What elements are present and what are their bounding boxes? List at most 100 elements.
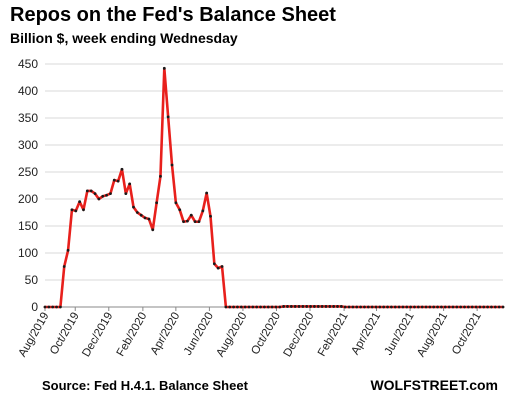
data-point: [55, 305, 58, 309]
data-point: [393, 305, 397, 309]
x-tick-label: Apr/2021: [349, 311, 383, 357]
data-point: [189, 213, 193, 217]
data-point: [197, 220, 201, 224]
data-point: [262, 305, 266, 309]
data-point: [351, 305, 355, 309]
data-point: [89, 189, 93, 193]
y-tick-label: 450: [18, 57, 38, 71]
data-point: [170, 163, 174, 167]
data-point: [355, 305, 359, 309]
data-point: [493, 305, 497, 309]
data-point: [151, 228, 155, 232]
data-point: [243, 305, 247, 309]
data-point: [316, 305, 320, 308]
data-point: [193, 220, 197, 224]
data-point: [205, 191, 209, 195]
data-point: [201, 209, 205, 213]
data-point: [255, 305, 259, 309]
data-point: [397, 305, 401, 309]
y-tick-label: 0: [31, 300, 38, 314]
y-tick-label: 350: [18, 111, 38, 125]
data-point: [378, 305, 382, 309]
data-point: [82, 208, 85, 212]
data-point: [78, 200, 82, 204]
data-point: [266, 305, 270, 309]
data-point: [443, 305, 447, 309]
brand-logo-text: WOLFSTREET.com: [370, 377, 498, 393]
data-point: [247, 305, 251, 309]
data-point: [147, 217, 151, 221]
x-tick-label: Aug/2019: [17, 311, 52, 360]
data-point: [162, 66, 166, 70]
data-point: [270, 305, 274, 309]
data-point: [216, 266, 220, 270]
data-point: [220, 265, 224, 268]
source-note: Source: Fed H.4.1. Balance Sheet: [42, 378, 248, 393]
data-point: [286, 305, 289, 308]
data-point: [155, 201, 159, 205]
data-point: [232, 305, 235, 309]
data-point: [424, 305, 428, 309]
data-point: [405, 305, 409, 309]
data-point: [259, 305, 262, 309]
data-point: [159, 174, 162, 178]
data-point: [309, 305, 312, 308]
x-tick-label: Oct/2020: [249, 311, 283, 357]
data-point: [474, 305, 478, 309]
data-point: [109, 192, 112, 196]
data-point: [274, 305, 278, 309]
data-point: [135, 211, 139, 214]
data-point: [93, 192, 97, 196]
x-tick-label: Feb/2020: [115, 311, 150, 359]
data-point: [382, 305, 386, 309]
data-point: [224, 305, 228, 309]
data-point: [370, 305, 374, 309]
data-point: [497, 305, 501, 309]
data-point: [66, 248, 70, 252]
data-point: [305, 305, 309, 308]
y-tick-label: 200: [18, 192, 38, 206]
data-point: [289, 305, 293, 308]
y-tick-label: 250: [18, 165, 38, 179]
data-point: [428, 305, 432, 309]
data-point: [455, 305, 459, 309]
x-tick-label: Jun/2020: [182, 311, 216, 358]
data-point: [301, 305, 305, 308]
x-tick-label: Jun/2021: [383, 311, 417, 358]
x-tick-label: Aug/2020: [215, 311, 250, 360]
data-point: [124, 192, 128, 196]
y-tick-label: 50: [25, 273, 39, 287]
data-point: [128, 182, 132, 186]
data-point: [209, 214, 212, 218]
data-point: [501, 305, 505, 309]
data-point: [212, 262, 216, 266]
data-point: [432, 305, 436, 309]
data-point: [359, 305, 362, 309]
data-point: [174, 201, 178, 205]
data-point: [386, 305, 389, 309]
data-point: [116, 179, 120, 183]
data-point: [58, 305, 62, 309]
x-tick-label: Dec/2019: [80, 311, 115, 360]
data-point: [320, 305, 324, 308]
data-point: [363, 305, 366, 309]
data-point: [74, 209, 78, 213]
data-point: [178, 208, 182, 212]
series-line-repos: [43, 67, 505, 309]
data-point: [239, 305, 243, 309]
x-tick-label: Feb/2021: [316, 311, 351, 359]
data-point: [278, 305, 282, 309]
data-point: [182, 220, 185, 224]
data-point: [401, 305, 405, 309]
data-point: [62, 265, 66, 268]
data-point: [132, 205, 135, 209]
data-point: [112, 178, 116, 182]
x-tick-label: Dec/2020: [282, 311, 317, 360]
data-point: [447, 305, 451, 309]
x-tick-label: Oct/2019: [48, 311, 82, 357]
data-point: [374, 305, 378, 309]
data-point: [70, 208, 74, 212]
data-point: [236, 305, 239, 309]
data-point: [436, 305, 439, 309]
